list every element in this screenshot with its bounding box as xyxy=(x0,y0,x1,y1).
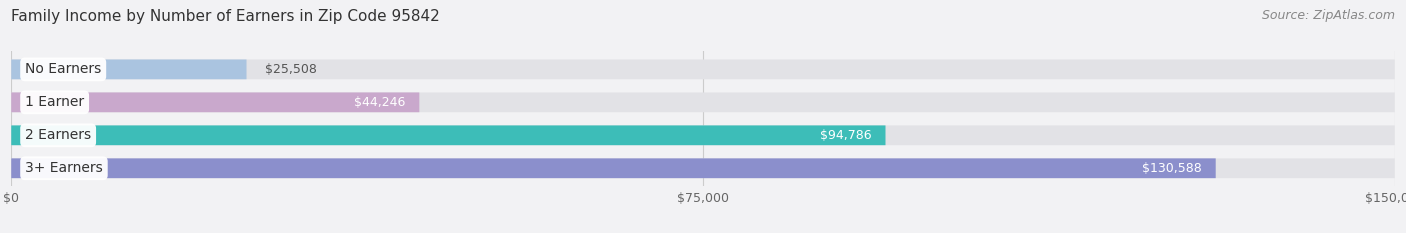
Text: No Earners: No Earners xyxy=(25,62,101,76)
Text: $44,246: $44,246 xyxy=(354,96,405,109)
Text: 3+ Earners: 3+ Earners xyxy=(25,161,103,175)
FancyBboxPatch shape xyxy=(11,158,1395,178)
FancyBboxPatch shape xyxy=(11,158,1216,178)
Text: 2 Earners: 2 Earners xyxy=(25,128,91,142)
Text: $130,588: $130,588 xyxy=(1142,162,1202,175)
FancyBboxPatch shape xyxy=(11,125,1395,145)
FancyBboxPatch shape xyxy=(11,93,419,112)
FancyBboxPatch shape xyxy=(11,125,886,145)
FancyBboxPatch shape xyxy=(11,93,1395,112)
Text: $25,508: $25,508 xyxy=(264,63,316,76)
FancyBboxPatch shape xyxy=(11,59,246,79)
Text: $94,786: $94,786 xyxy=(820,129,872,142)
Text: Source: ZipAtlas.com: Source: ZipAtlas.com xyxy=(1261,9,1395,22)
Text: 1 Earner: 1 Earner xyxy=(25,95,84,109)
Text: Family Income by Number of Earners in Zip Code 95842: Family Income by Number of Earners in Zi… xyxy=(11,9,440,24)
FancyBboxPatch shape xyxy=(11,59,1395,79)
